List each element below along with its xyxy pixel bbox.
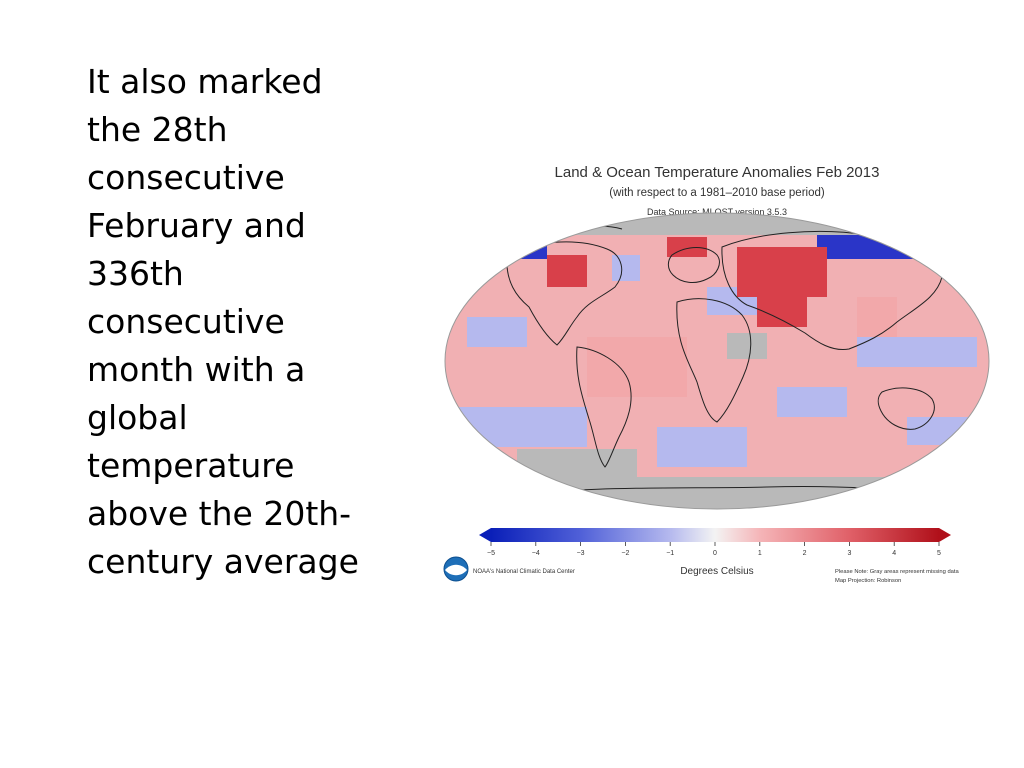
- colorbar-label: Degrees Celsius: [680, 566, 753, 577]
- temperature-anomaly-map-figure: Land & Ocean Temperature Anomalies Feb 2…: [437, 137, 997, 595]
- note-missing-data: Please Note: Gray areas represent missin…: [835, 569, 960, 575]
- world-map: [444, 212, 990, 510]
- text-line: month with a: [87, 350, 306, 389]
- anomaly-cell: [737, 247, 827, 297]
- noaa-logo-icon: [443, 556, 469, 582]
- colorbar-tick-label: −4: [532, 550, 540, 557]
- anomaly-cell: [657, 427, 747, 467]
- slide-body-text: It also marked the 28th consecutive Febr…: [87, 58, 402, 586]
- colorbar: −5 −4 −3 −2 −1 0 1 2 3 4 5: [479, 528, 951, 557]
- note-map-projection: Map Projection: Robinson: [835, 578, 901, 584]
- text-line: century average: [87, 542, 359, 581]
- colorbar-tick-label: −1: [666, 550, 674, 557]
- map-data-source: Data Source: MLOST version 3.5.3: [647, 207, 787, 217]
- anomaly-cell: [445, 213, 989, 235]
- colorbar-tick-label: 3: [847, 550, 851, 557]
- text-line: the 28th: [87, 110, 228, 149]
- anomaly-cell: [727, 333, 767, 359]
- colorbar-tick-label: −5: [487, 550, 495, 557]
- anomaly-cell: [777, 387, 847, 417]
- text-line: consecutive: [87, 302, 285, 341]
- colorbar-tick-label: 2: [803, 550, 807, 557]
- anomaly-cell: [857, 297, 897, 337]
- colorbar-tick-label: 1: [758, 550, 762, 557]
- continent-outlines: [496, 225, 958, 498]
- text-line: It also marked: [87, 62, 323, 101]
- anomaly-cell: [612, 255, 640, 281]
- anomaly-cell: [587, 337, 687, 397]
- text-line: February and: [87, 206, 306, 245]
- anomaly-cell: [817, 235, 947, 259]
- map-title: Land & Ocean Temperature Anomalies Feb 2…: [555, 164, 880, 181]
- colorbar-tick-label: −3: [577, 550, 585, 557]
- colorbar-tick-label: 4: [892, 550, 896, 557]
- text-line: temperature: [87, 446, 295, 485]
- colorbar-tick-label: 0: [713, 550, 717, 557]
- text-line: global: [87, 398, 188, 437]
- text-line: consecutive: [87, 158, 285, 197]
- anomaly-cell: [907, 417, 977, 445]
- colorbar-tick-label: −2: [621, 550, 629, 557]
- anomaly-cell: [445, 477, 989, 509]
- text-line: above the 20th-: [87, 494, 352, 533]
- text-line: 336th: [87, 254, 184, 293]
- anomaly-cell: [857, 337, 977, 367]
- colorbar-tick-label: 5: [937, 550, 941, 557]
- anomaly-cell: [547, 255, 587, 287]
- anomaly-cell: [447, 407, 587, 447]
- map-subtitle: (with respect to a 1981–2010 base period…: [609, 187, 825, 199]
- credit-text: NOAA's National Climatic Data Center: [473, 569, 575, 575]
- anomaly-cell: [467, 317, 527, 347]
